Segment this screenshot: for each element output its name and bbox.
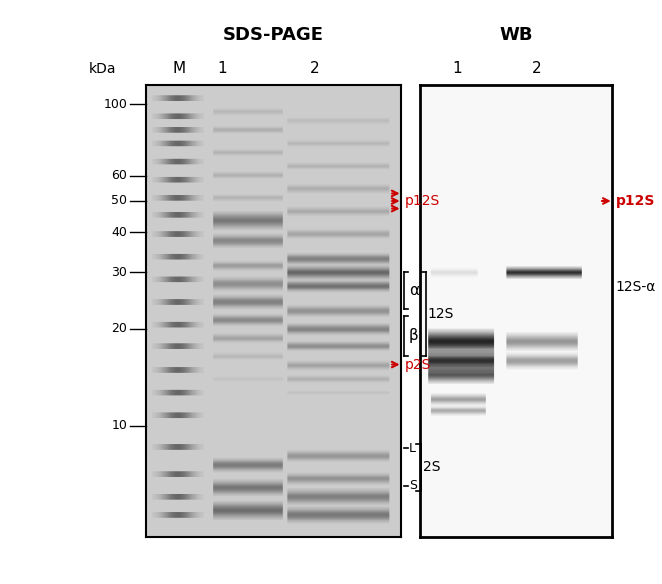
Text: 50: 50 [111, 194, 127, 207]
Text: 40: 40 [111, 225, 127, 239]
Text: 12S-α: 12S-α [616, 280, 656, 294]
Text: 2: 2 [310, 61, 319, 76]
Text: p12S: p12S [616, 194, 655, 208]
Text: 10: 10 [111, 419, 127, 432]
Text: 2S: 2S [423, 460, 440, 474]
Text: 30: 30 [111, 266, 127, 279]
Text: 60: 60 [111, 169, 127, 182]
Text: p12S: p12S [405, 194, 440, 208]
Text: M: M [172, 61, 185, 76]
Text: 1: 1 [452, 61, 461, 76]
Text: L: L [409, 442, 416, 455]
Text: p2S: p2S [405, 357, 432, 371]
Text: 100: 100 [103, 98, 127, 111]
Text: 20: 20 [111, 322, 127, 335]
Text: SDS-PAGE: SDS-PAGE [223, 26, 324, 44]
Text: β: β [409, 328, 419, 343]
Text: kDa: kDa [89, 62, 117, 76]
Text: 1: 1 [217, 61, 226, 76]
Text: WB: WB [500, 26, 533, 44]
Text: 12S: 12S [428, 307, 454, 321]
Text: α: α [409, 283, 419, 298]
Text: 2: 2 [532, 61, 541, 76]
Text: S: S [409, 479, 417, 492]
